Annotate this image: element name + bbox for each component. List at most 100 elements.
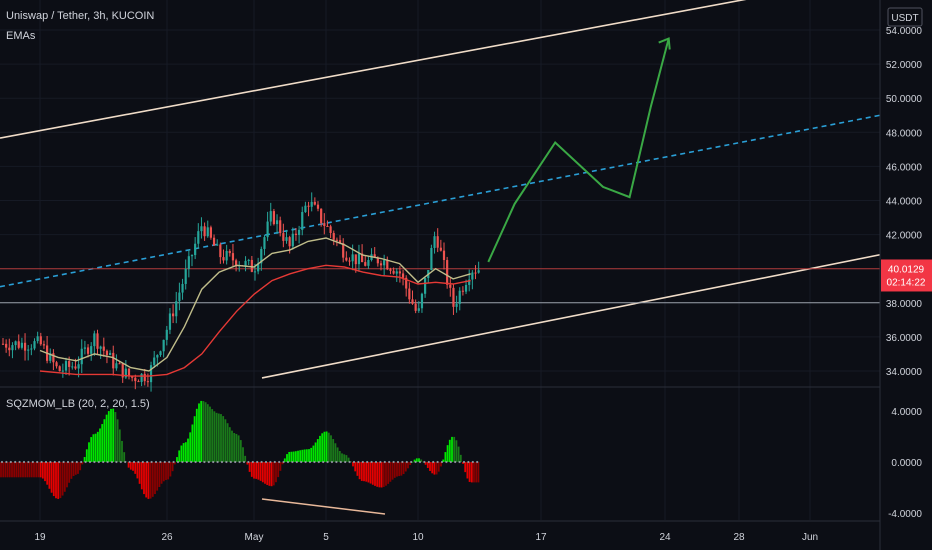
momentum-bar bbox=[294, 451, 297, 462]
momentum-bar bbox=[66, 462, 68, 488]
squeeze-dot bbox=[93, 460, 96, 464]
price-tick-label: 36.0000 bbox=[886, 333, 923, 344]
squeeze-dot bbox=[27, 460, 30, 464]
candle-body bbox=[228, 250, 231, 254]
squeeze-dot bbox=[185, 460, 188, 464]
momentum-bar bbox=[477, 462, 480, 483]
squeeze-dot bbox=[106, 460, 109, 464]
momentum-bar bbox=[239, 440, 242, 462]
momentum-bar bbox=[79, 462, 82, 471]
momentum-bar bbox=[308, 449, 310, 462]
momentum-bar bbox=[222, 416, 225, 462]
candle-body bbox=[417, 308, 420, 311]
momentum-bar bbox=[176, 457, 178, 462]
squeeze-dot bbox=[242, 460, 246, 464]
squeeze-dot bbox=[0, 460, 4, 464]
candle-body bbox=[307, 205, 310, 207]
candle-body bbox=[275, 220, 279, 225]
momentum-bar bbox=[330, 435, 332, 462]
momentum-bar bbox=[147, 462, 150, 499]
momentum-bar bbox=[314, 442, 317, 462]
momentum-bar bbox=[387, 462, 390, 484]
candle-body bbox=[102, 346, 105, 351]
momentum-bar bbox=[46, 462, 49, 485]
momentum-bar bbox=[343, 454, 346, 462]
momentum-bar bbox=[200, 400, 203, 462]
squeeze-dot bbox=[102, 460, 105, 464]
squeeze-dot bbox=[427, 460, 430, 464]
candle-body bbox=[96, 333, 99, 349]
ema-indicator-label[interactable]: EMAs bbox=[6, 30, 36, 42]
squeeze-dot bbox=[392, 460, 395, 464]
momentum-bar bbox=[39, 462, 42, 478]
momentum-bar bbox=[182, 443, 185, 462]
momentum-bar bbox=[132, 462, 134, 471]
momentum-bar bbox=[129, 462, 132, 470]
momentum-bar bbox=[391, 462, 394, 480]
momentum-bar bbox=[83, 457, 86, 462]
squeeze-dot bbox=[379, 460, 382, 464]
momentum-bar bbox=[123, 452, 126, 462]
momentum-bar bbox=[244, 455, 247, 462]
momentum-bar bbox=[292, 451, 295, 462]
candle-body bbox=[121, 363, 124, 378]
candle-body bbox=[36, 336, 39, 342]
momentum-bar bbox=[312, 445, 315, 462]
candle-body bbox=[398, 271, 401, 274]
momentum-bar bbox=[435, 462, 438, 475]
momentum-bar bbox=[402, 462, 405, 475]
price-tick-label: 42.0000 bbox=[886, 231, 923, 242]
squeeze-dot bbox=[212, 460, 215, 464]
time-tick-label: Jun bbox=[802, 532, 818, 543]
momentum-bar bbox=[226, 423, 229, 462]
momentum-bar bbox=[429, 462, 431, 471]
divergence-line bbox=[261, 498, 386, 515]
momentum-bar bbox=[26, 462, 29, 478]
momentum-bar bbox=[363, 462, 365, 482]
momentum-bar bbox=[204, 402, 207, 462]
squeeze-dot bbox=[471, 460, 474, 464]
momentum-bar bbox=[268, 462, 271, 486]
candle-body bbox=[231, 253, 235, 261]
momentum-bar bbox=[323, 431, 326, 462]
momentum-bar bbox=[17, 462, 20, 478]
momentum-bar bbox=[33, 462, 35, 478]
price-tick-label: 34.0000 bbox=[886, 367, 923, 378]
momentum-bar bbox=[385, 462, 387, 486]
candle-body bbox=[61, 370, 64, 372]
squeeze-dot bbox=[176, 460, 180, 464]
momentum-bar bbox=[61, 462, 64, 496]
candle-body bbox=[285, 237, 288, 241]
momentum-bar bbox=[242, 447, 244, 462]
momentum-bar bbox=[151, 462, 154, 497]
squeeze-dot bbox=[198, 460, 202, 464]
squeeze-dot bbox=[150, 460, 153, 464]
time-tick-label: 10 bbox=[412, 532, 424, 543]
candle-body bbox=[55, 362, 58, 367]
candle-body bbox=[272, 211, 275, 225]
squeeze-dot bbox=[110, 460, 114, 464]
momentum-bar bbox=[378, 462, 381, 488]
squeeze-dot bbox=[14, 460, 17, 464]
momentum-bar bbox=[184, 442, 187, 462]
time-tick-label: May bbox=[245, 532, 264, 543]
squeeze-dot bbox=[229, 460, 232, 464]
momentum-bar bbox=[125, 461, 128, 463]
momentum-bar bbox=[74, 462, 77, 475]
squeeze-dot bbox=[339, 460, 342, 464]
time-tick-label: 5 bbox=[323, 532, 329, 543]
squeeze-dot bbox=[269, 460, 272, 464]
momentum-bar bbox=[231, 430, 233, 462]
candle-body bbox=[112, 352, 115, 369]
oscillator-label[interactable]: SQZMOM_LB (20, 2, 20, 1.5) bbox=[6, 398, 150, 410]
squeeze-dot bbox=[304, 460, 307, 464]
momentum-bar bbox=[138, 462, 141, 484]
momentum-bar bbox=[156, 462, 159, 491]
candle-body bbox=[175, 301, 178, 317]
squeeze-dot bbox=[410, 460, 413, 464]
momentum-bar bbox=[2, 462, 5, 478]
squeeze-dot bbox=[313, 460, 316, 464]
candle-body bbox=[439, 247, 442, 251]
candle-body bbox=[386, 260, 389, 270]
